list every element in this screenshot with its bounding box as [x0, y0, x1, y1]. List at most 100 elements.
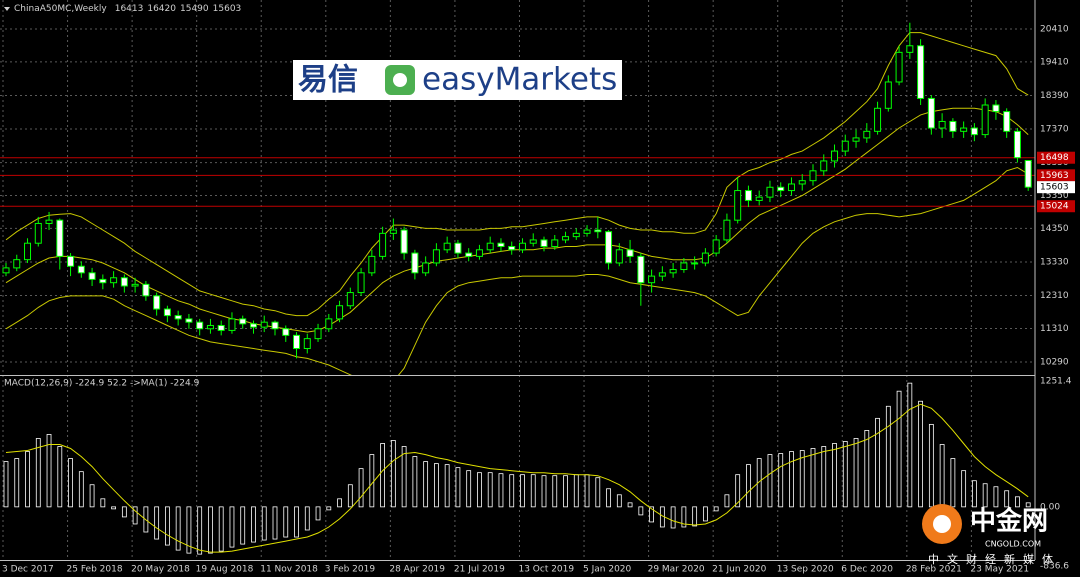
- candle-body: [863, 130, 871, 139]
- candle-body: [67, 255, 75, 267]
- candle-body: [626, 249, 634, 257]
- candle-body: [465, 252, 473, 257]
- macd-title: MACD(12,26,9) -224.9 52.2 ->MA(1) -224.9: [4, 379, 200, 389]
- candle-body: [88, 272, 96, 280]
- macd-bar: [918, 400, 923, 508]
- macd-bar: [154, 506, 160, 540]
- candle-body: [13, 259, 21, 269]
- macd-bar: [218, 506, 224, 552]
- macd-bar: [272, 506, 278, 540]
- candle-body: [497, 242, 505, 248]
- macd-bar: [294, 506, 299, 538]
- macd-bar: [3, 461, 9, 508]
- macd-bar: [197, 506, 203, 555]
- candle-body: [174, 315, 182, 320]
- macd-bar: [993, 486, 999, 508]
- candle-body: [389, 229, 397, 234]
- x-tick-label: 19 Aug 2018: [196, 565, 254, 575]
- y-tick-label: 12310: [1040, 291, 1069, 301]
- candle-body: [734, 190, 742, 221]
- macd-bar: [789, 451, 794, 508]
- macd-bar: [713, 506, 719, 512]
- bollinger-lower: [5, 166, 1029, 375]
- candle-body: [658, 272, 666, 277]
- macd-bar: [778, 453, 784, 508]
- macd-bar: [724, 494, 730, 508]
- candle-body: [432, 249, 440, 264]
- y-tick-label: 20410: [1040, 24, 1069, 34]
- candle-body: [809, 170, 817, 182]
- macd-panel: [3, 382, 1031, 555]
- candle-body: [454, 242, 462, 254]
- candle-body: [422, 262, 430, 274]
- macd-bar: [875, 417, 880, 508]
- macd-bar: [950, 458, 956, 508]
- axes: 2041019410183901737016350153501435013330…: [2, 24, 1075, 575]
- macd-bar: [799, 450, 805, 508]
- macd-bar: [380, 443, 386, 508]
- logo: 易信 easyMarkets: [293, 60, 622, 100]
- candle-body: [45, 219, 53, 224]
- macd-bar: [100, 498, 106, 508]
- candle-body: [486, 242, 494, 251]
- candle-body: [508, 246, 516, 251]
- watermark: 中金网 CNGOLD.COM 中文财经新媒体: [922, 504, 1061, 566]
- candle-body: [927, 97, 935, 129]
- x-tick-label: 3 Dec 2017: [2, 565, 54, 575]
- macd-bar: [498, 473, 504, 508]
- y-tick-label: 11310: [1040, 324, 1069, 334]
- candle-body: [712, 239, 720, 254]
- macd-bar: [842, 441, 848, 508]
- x-tick-label: 21 Jul 2019: [454, 565, 505, 575]
- macd-bar: [595, 477, 601, 508]
- macd-bar: [864, 430, 870, 508]
- candle-body: [669, 269, 677, 274]
- logo-box: [293, 60, 622, 100]
- macd-bar: [175, 506, 181, 551]
- y-tick-label: 19410: [1040, 57, 1069, 67]
- macd-bar: [746, 464, 751, 508]
- macd-bar: [423, 461, 429, 508]
- logo-english: easyMarkets: [422, 62, 617, 98]
- bollinger-middle: [5, 107, 1029, 333]
- candle-body: [228, 318, 236, 331]
- macd-bar: [509, 474, 515, 508]
- candle-body: [755, 196, 763, 201]
- candle-body: [411, 252, 419, 274]
- watermark-slogan: 中文财经新媒体: [928, 552, 1061, 566]
- macd-bar: [68, 458, 73, 508]
- candle-body: [185, 318, 193, 323]
- macd-bar: [25, 451, 30, 508]
- candle-body: [572, 232, 580, 238]
- x-tick-label: 11 Nov 2018: [260, 565, 318, 575]
- candle-body: [518, 242, 526, 251]
- macd-bar: [961, 470, 967, 508]
- candle-body: [680, 262, 688, 271]
- macd-bar: [810, 448, 816, 508]
- macd-bar: [477, 472, 482, 508]
- macd-bar: [390, 440, 396, 508]
- candle-body: [529, 239, 537, 244]
- logo-icon-dot: [393, 73, 407, 87]
- macd-bar: [573, 474, 579, 508]
- candle-body: [841, 140, 849, 152]
- x-tick-label: 5 Jan 2020: [583, 565, 631, 575]
- price-label: 15603: [1040, 183, 1069, 193]
- x-tick-label: 13 Sep 2020: [777, 565, 834, 575]
- candle-body: [131, 283, 139, 287]
- ohlc-close: 15603: [213, 4, 242, 14]
- level-label-box: [1037, 200, 1075, 213]
- candle-body: [992, 104, 1000, 113]
- candle-body: [701, 252, 709, 264]
- macd-bar: [821, 446, 827, 508]
- candle-body: [314, 328, 322, 340]
- candle-body: [336, 305, 344, 320]
- candle-body: [443, 242, 451, 251]
- candle-body: [1013, 130, 1021, 159]
- macd-bar: [982, 483, 988, 508]
- macd-bar: [111, 506, 116, 510]
- candle-body: [303, 338, 311, 350]
- candle-body: [379, 232, 387, 257]
- macd-bar: [907, 382, 913, 508]
